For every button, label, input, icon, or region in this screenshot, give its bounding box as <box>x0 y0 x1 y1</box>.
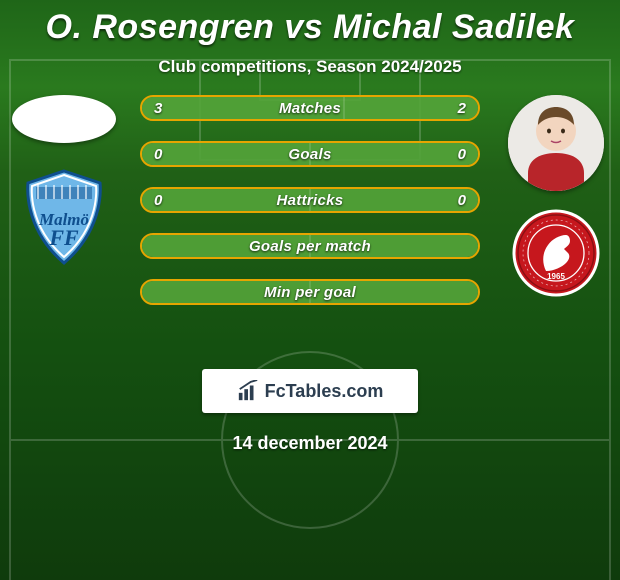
stat-bar-value-right: 0 <box>458 189 466 211</box>
player-right-column: 1965 <box>496 95 616 297</box>
date-label: 14 december 2024 <box>0 433 620 454</box>
stat-bars: Matches32Goals00Hattricks00Goals per mat… <box>140 95 480 325</box>
stat-bar-value-left: 0 <box>154 143 162 165</box>
stat-bar-label: Goals per match <box>142 235 478 257</box>
stat-bar-goals: Goals0 0 <box>140 141 480 167</box>
stat-bar-label: Goals <box>142 143 478 165</box>
svg-text:FF: FF <box>48 225 79 250</box>
comparison-area: Malmö FF <box>0 95 620 355</box>
stat-bar-label: Min per goal <box>142 281 478 303</box>
player-right-avatar <box>508 95 604 191</box>
content-root: O. Rosengren vs Michal Sadilek Club comp… <box>0 0 620 580</box>
stat-bar-value-right: 0 <box>458 143 466 165</box>
watermark-text: FcTables.com <box>265 381 384 402</box>
stat-bar-label: Hattricks <box>142 189 478 211</box>
player-left-avatar <box>12 95 116 143</box>
svg-text:1965: 1965 <box>547 272 565 281</box>
stat-bar-matches: Matches3 2 <box>140 95 480 121</box>
stat-bar-goals-per-match: Goals per match <box>140 233 480 259</box>
club-badge-right: 1965 <box>512 209 600 297</box>
stat-bar-value-right: 2 <box>458 97 466 119</box>
stat-bar-min-per-goal: Min per goal <box>140 279 480 305</box>
stat-bar-value-left: 0 <box>154 189 162 211</box>
stat-bar-value-left: 3 <box>154 97 162 119</box>
page-title: O. Rosengren vs Michal Sadilek <box>0 0 620 47</box>
fctables-watermark: FcTables.com <box>202 369 418 413</box>
stat-bar-label: Matches <box>142 97 478 119</box>
player-left-column: Malmö FF <box>4 95 124 267</box>
stats-icon <box>237 380 259 402</box>
stat-bar-hattricks: Hattricks0 0 <box>140 187 480 213</box>
subtitle: Club competitions, Season 2024/2025 <box>0 57 620 77</box>
club-badge-left: Malmö FF <box>14 167 114 267</box>
